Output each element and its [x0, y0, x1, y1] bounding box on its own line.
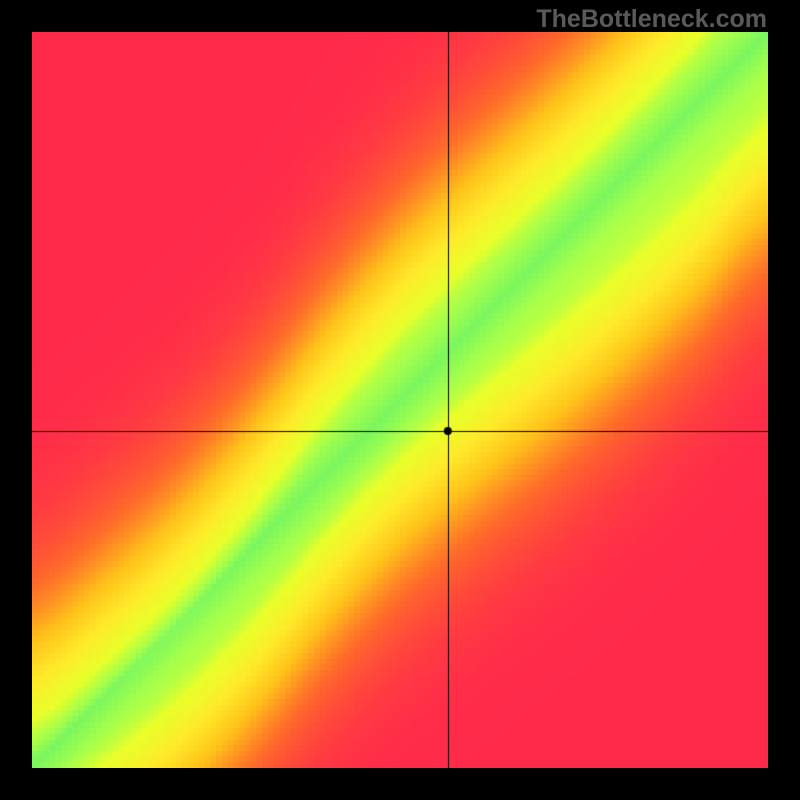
- crosshair-overlay: [32, 32, 768, 768]
- chart-container: TheBottleneck.com: [0, 0, 800, 800]
- watermark-text: TheBottleneck.com: [536, 5, 767, 34]
